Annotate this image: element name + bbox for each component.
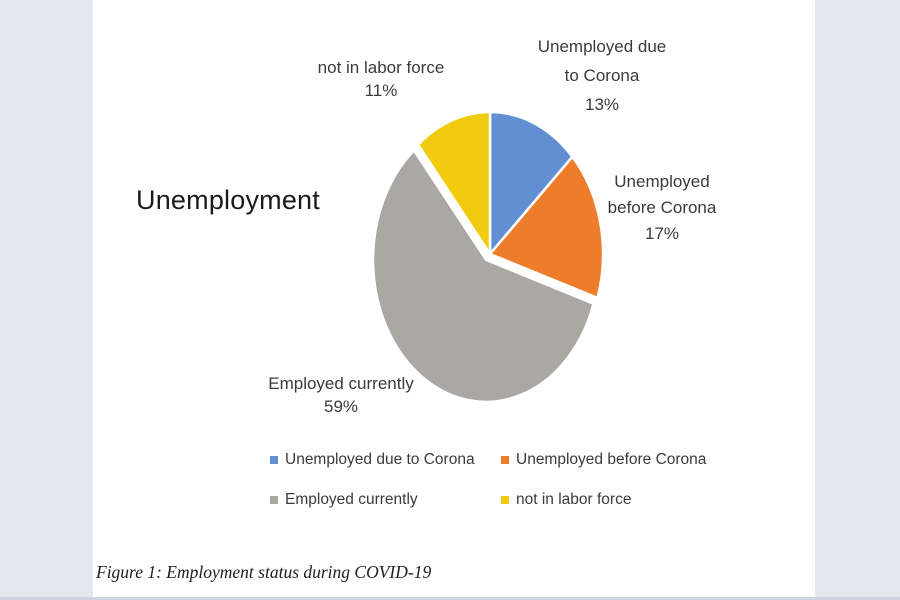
callout-label: not in labor force: [317, 58, 445, 77]
callout-not-in-labor-force: not in labor force 11%: [296, 56, 466, 102]
callout-employed-currently: Employed currently 59%: [251, 372, 431, 418]
callout-percent: 59%: [323, 397, 359, 416]
callout-label: before Corona: [607, 198, 717, 217]
legend-item-employed-currently: Employed currently: [270, 491, 418, 509]
legend-label: Unemployed due to Corona: [285, 451, 475, 468]
callout-label: Employed currently: [268, 374, 414, 393]
legend-label: Employed currently: [285, 491, 418, 508]
legend-marker-gray: [270, 496, 278, 504]
pie-slice-3: [416, 110, 492, 256]
callout-label: Unemployed due: [537, 37, 667, 56]
legend-marker-yellow: [501, 496, 509, 504]
legend-item-unemployed-due: Unemployed due to Corona: [270, 451, 475, 469]
legend-label: not in labor force: [516, 491, 632, 508]
legend-marker-blue: [270, 456, 278, 464]
chart-title: Unemployment: [136, 185, 320, 215]
legend-label: Unemployed before Corona: [516, 451, 707, 468]
legend-item-not-in-labor-force: not in labor force: [501, 491, 631, 509]
callout-percent: 17%: [644, 224, 680, 243]
legend-marker-orange: [501, 456, 509, 464]
pie-slice-2: [371, 149, 595, 404]
page-bottom-edge: [0, 597, 900, 600]
figure-caption: Figure 1: Employment status during COVID…: [96, 562, 432, 582]
pie-slice-0: [488, 110, 574, 256]
page-right-margin-strip: [815, 0, 900, 600]
page-left-margin-strip: [0, 0, 93, 600]
callout-percent: 13%: [584, 95, 620, 114]
callout-unemployed-due-to-corona: Unemployed due to Corona 13%: [517, 32, 687, 119]
callout-label: to Corona: [564, 66, 640, 85]
callout-percent: 11%: [364, 81, 398, 100]
callout-unemployed-before-corona: Unemployed before Corona 17%: [577, 169, 747, 247]
callout-label: Unemployed: [614, 172, 710, 191]
legend-item-unemployed-before: Unemployed before Corona: [501, 451, 706, 469]
pie-slice-1: [488, 155, 605, 300]
